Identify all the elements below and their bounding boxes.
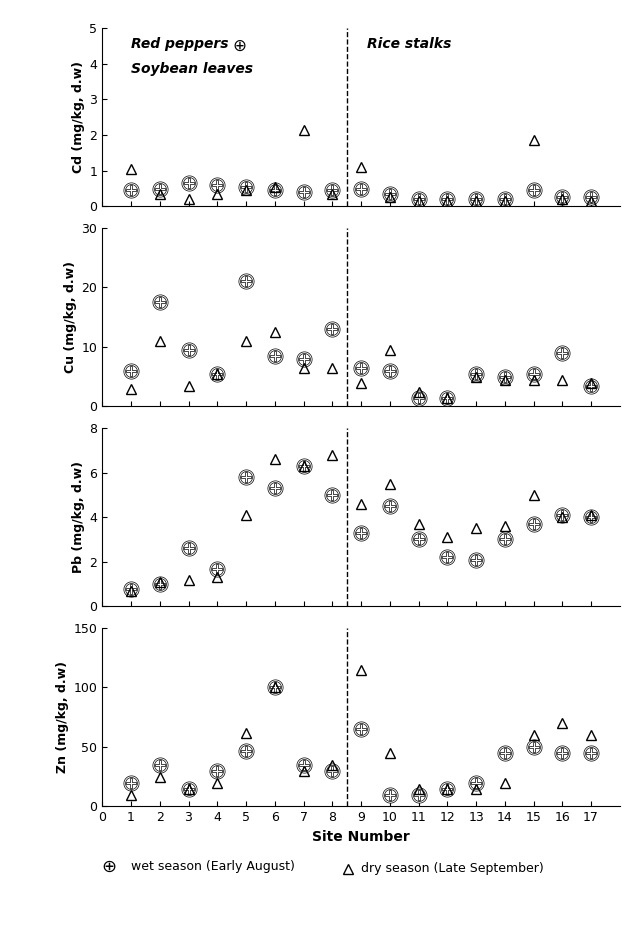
Y-axis label: Cd (mg/kg, d.w): Cd (mg/kg, d.w) [72,61,85,173]
Text: Red peppers: Red peppers [131,37,229,51]
Y-axis label: Zn (mg/kg, d.w): Zn (mg/kg, d.w) [56,661,70,773]
Text: Soybean leaves: Soybean leaves [131,62,253,76]
Text: dry season (Late September): dry season (Late September) [361,862,544,875]
Text: $\oplus$: $\oplus$ [101,857,116,876]
Y-axis label: Pb (mg/kg, d.w): Pb (mg/kg, d.w) [72,461,85,573]
X-axis label: Site Number: Site Number [312,830,410,844]
Text: Rice stalks: Rice stalks [367,37,451,51]
Text: wet season (Early August): wet season (Early August) [131,860,295,873]
Y-axis label: Cu (mg/kg, d.w): Cu (mg/kg, d.w) [65,261,77,374]
Text: $\oplus$: $\oplus$ [231,37,246,55]
